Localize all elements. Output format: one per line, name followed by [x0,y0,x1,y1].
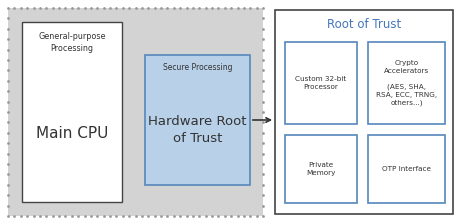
Bar [367,135,444,203]
Text: Private
Memory: Private Memory [306,162,335,176]
Bar [285,42,356,124]
Text: OTP Interface: OTP Interface [381,166,430,172]
Bar [367,42,444,124]
Bar [22,22,122,202]
Text: Crypto
Accelerators

(AES, SHA,
RSA, ECC, TRNG,
others...): Crypto Accelerators (AES, SHA, RSA, ECC,… [375,60,436,106]
Text: Hardware Root
of Trust: Hardware Root of Trust [148,115,246,145]
Text: Main CPU: Main CPU [36,126,108,141]
Bar [274,10,452,214]
Bar [145,55,249,185]
Bar [285,135,356,203]
Text: General-purpose
Processing: General-purpose Processing [38,32,106,53]
Text: Custom 32-bit
Processor: Custom 32-bit Processor [295,76,346,90]
Text: Root of Trust: Root of Trust [326,18,400,31]
Bar [8,8,263,216]
Text: Secure Processing: Secure Processing [162,63,232,72]
